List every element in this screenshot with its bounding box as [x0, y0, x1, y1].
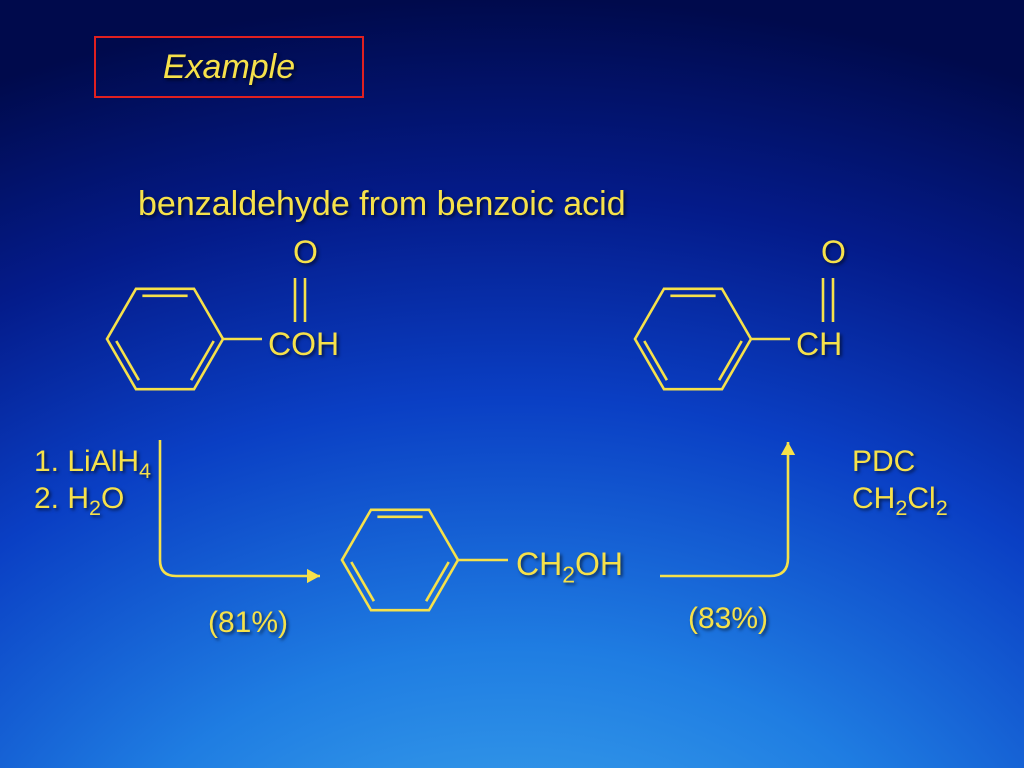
yield-step1: (81%): [208, 606, 288, 640]
reaction-arrow-step2: [0, 0, 1024, 768]
reagent-step2-line2: CH2Cl2: [852, 482, 948, 516]
yield-step2: (83%): [688, 602, 768, 636]
reagent-step1-line1: 1. LiAlH4: [34, 445, 151, 479]
reagent-step1-line2: 2. H2O: [34, 482, 124, 516]
reagent-step2-line1: PDC: [852, 445, 915, 479]
